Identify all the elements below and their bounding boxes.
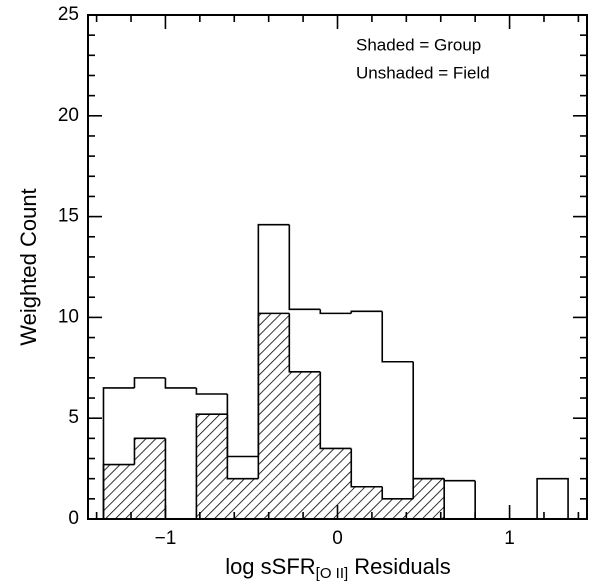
hist-bar — [350, 310, 383, 314]
hist-bar — [319, 309, 352, 315]
hist-bar — [133, 377, 166, 388]
x-label-suffix: Residuals — [354, 554, 451, 579]
hist-bar — [536, 477, 569, 519]
hist-bar-fill — [351, 486, 383, 519]
x-tick-label: 0 — [332, 528, 343, 549]
x-label-main: log sSFR — [225, 554, 315, 579]
x-tick-label: 1 — [504, 528, 515, 549]
hist-bar — [226, 414, 259, 480]
y-tick-label: 10 — [58, 306, 79, 327]
annotation: Shaded = Group — [356, 35, 481, 54]
hist-bar — [226, 394, 259, 458]
hist-bar — [195, 413, 228, 519]
y-tick-label: 0 — [68, 508, 79, 529]
hist-bar — [412, 477, 445, 499]
y-tick-label: 25 — [58, 4, 79, 25]
hist-bar — [288, 313, 321, 373]
hist-bar — [288, 224, 321, 311]
hist-bar — [443, 478, 476, 482]
hist-bar-fill — [227, 478, 259, 519]
hist-bar — [164, 377, 197, 389]
hist-bar — [381, 311, 414, 363]
hist-bar — [474, 480, 507, 520]
y-tick-label: 15 — [58, 206, 79, 227]
y-tick-label: 5 — [68, 407, 79, 428]
hist-bar-fill — [320, 448, 352, 519]
hist-bar-fill — [258, 313, 290, 519]
x-label-subscript: [O II] — [316, 565, 349, 582]
hist-bar — [195, 387, 228, 395]
hist-bar — [412, 361, 445, 480]
hist-bar — [350, 448, 383, 488]
hist-bar-fill — [382, 498, 414, 519]
hist-bar — [102, 463, 135, 519]
hist-bar — [257, 312, 290, 479]
hist-bar-fill — [134, 438, 166, 519]
annotation: Unshaded = Field — [356, 63, 490, 82]
hist-bar — [443, 478, 476, 520]
x-axis-label: log sSFR[O II] Residuals — [225, 554, 451, 582]
hist-bar — [319, 371, 352, 450]
x-tick-label: −1 — [155, 528, 177, 549]
hist-bar-fill — [289, 371, 321, 519]
y-tick-label: 20 — [58, 105, 79, 126]
hist-bar — [164, 438, 197, 520]
hist-bar-fill — [413, 478, 445, 519]
y-axis-label: Weighted Count — [16, 188, 41, 345]
hist-bar — [133, 437, 166, 465]
hist-bar-fill — [196, 414, 228, 519]
hist-bar — [381, 486, 414, 500]
hist-bar-fill — [103, 464, 135, 519]
